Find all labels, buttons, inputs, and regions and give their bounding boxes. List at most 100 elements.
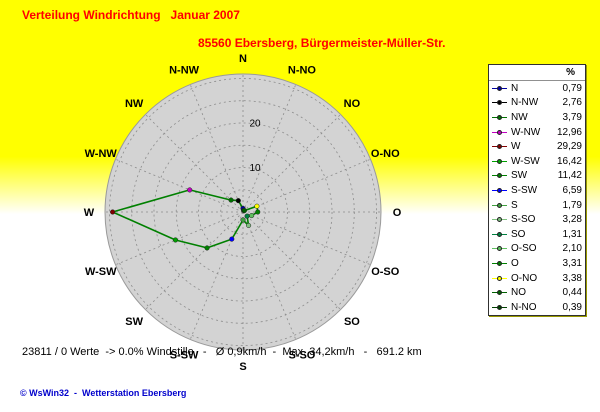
legend-value: 12,96 [556, 126, 582, 138]
legend-marker-icon [492, 201, 509, 209]
legend-marker-icon [492, 289, 509, 297]
legend-label: O-NO [511, 272, 538, 284]
legend-marker-icon [492, 84, 509, 92]
legend-value: 2,10 [562, 243, 582, 255]
direction-label: O-NO [371, 148, 400, 160]
legend-row: O-NO 3,38 [489, 271, 585, 286]
ring-label: 20 [249, 118, 261, 129]
legend-row: W-SW 16,42 [489, 154, 585, 169]
legend-marker-icon [492, 99, 509, 107]
vertex-dot [244, 213, 250, 219]
legend-value: 29,29 [556, 141, 582, 153]
wind-rose-chart: 10 20 N N-NO NO O-NO O O-SO SO S-SO S S-SW SW W-SW W W-… [84, 53, 402, 370]
legend-marker-icon [492, 186, 509, 194]
grid-ring [198, 167, 288, 257]
legend-row: W 29,29 [489, 139, 585, 154]
legend-row: N 0,79 [489, 81, 585, 96]
legend-marker-icon [492, 230, 509, 238]
direction-label: SW [125, 316, 143, 328]
legend-label: N-NO [511, 301, 537, 313]
legend-value: 0,79 [562, 82, 582, 94]
legend-row: N-NO 0,39 [489, 300, 585, 315]
legend-header: % [489, 65, 585, 81]
legend-value: 0,44 [562, 287, 582, 299]
legend-row: W-NW 12,96 [489, 125, 585, 140]
vertex-dot [246, 222, 252, 229]
grid-ring [153, 122, 333, 302]
legend-value: 16,42 [556, 155, 582, 167]
legend-value: 3,28 [562, 214, 582, 226]
legend-marker-icon [492, 143, 509, 151]
vertex-dot [240, 217, 246, 223]
legend-marker-icon [492, 128, 509, 136]
vertex-dot [229, 236, 235, 242]
legend-label: W-NW [511, 126, 541, 138]
legend-value: 3,38 [562, 272, 582, 284]
vertex-dot [172, 237, 179, 243]
legend-value: 0,39 [562, 301, 582, 313]
grid-spoke [115, 158, 244, 213]
legend-label: O [511, 257, 519, 269]
direction-label: N-NW [169, 65, 200, 77]
legend-value: 6,59 [562, 184, 582, 196]
legend-row: N-NW 2,76 [489, 96, 585, 111]
legend-label: NO [511, 287, 526, 299]
legend-label: S-SW [511, 184, 538, 196]
status-line: 23811 / 0 Werte -> 0.0% Windstille - Ø 0… [22, 346, 422, 358]
legend-marker-icon [492, 157, 509, 165]
direction-label: W [84, 207, 95, 219]
grid-ring [109, 78, 377, 346]
direction-label: S-SW [170, 349, 199, 361]
vertex-dot [228, 197, 234, 203]
legend-label: O-SO [511, 243, 537, 255]
direction-label: W-NW [85, 148, 118, 160]
grid-ring [220, 189, 266, 235]
grid-spoke [242, 211, 341, 310]
direction-label: N-NO [288, 65, 317, 77]
legend-label: W-SW [511, 155, 540, 167]
grid-spoke [242, 84, 297, 213]
legend-marker-icon [492, 216, 509, 224]
grid-spoke [189, 84, 244, 213]
direction-label: W-SW [85, 266, 117, 278]
grid-spoke [145, 114, 244, 213]
direction-label: SO [344, 316, 360, 328]
chart-subtitle: 85560 Ebersberg, Bürgermeister-Müller-St… [198, 36, 446, 50]
legend-row: S 1,79 [489, 198, 585, 213]
legend-marker-icon [492, 259, 509, 267]
legend-label: N-NW [511, 97, 539, 109]
legend-label: NW [511, 111, 528, 123]
vertex-dot [254, 203, 260, 209]
direction-label: N [239, 53, 247, 65]
credit-line: © WsWin32 - Wetterstation Ebersberg [20, 388, 187, 398]
legend-row: S-SW 6,59 [489, 183, 585, 198]
legend-row: SO 1,31 [489, 227, 585, 242]
legend-row: SW 11,42 [489, 169, 585, 184]
legend-marker-icon [492, 113, 509, 121]
legend-rows: N 0,79 N-NW 2,76 NW 3,79 W-NW 12,96 W 29,29 W-SW 16… [489, 81, 585, 315]
direction-label: O [393, 207, 402, 219]
legend-value: 11,42 [557, 170, 582, 182]
legend-marker-icon [492, 303, 509, 311]
vertex-dot [187, 187, 193, 193]
legend-row: O 3,31 [489, 256, 585, 271]
legend-label: SW [511, 170, 528, 182]
legend-marker-icon [492, 172, 509, 180]
grid-spoke [115, 211, 244, 266]
direction-label: O-SO [371, 266, 400, 278]
legend-value: 1,31 [562, 228, 582, 240]
grid-spoke [242, 114, 341, 213]
legend: % N 0,79 N-NW 2,76 NW 3,79 W-NW 12,96 W 29,29 W-SW… [488, 64, 586, 316]
chart-title: Verteilung Windrichtung Januar 2007 [22, 8, 240, 22]
vertex-dot [241, 208, 247, 214]
legend-value: 3,31 [562, 257, 582, 269]
legend-value: 1,79 [562, 199, 582, 211]
direction-label: S [239, 361, 246, 370]
legend-label: S-SO [511, 214, 536, 226]
legend-label: N [511, 82, 519, 94]
vertex-dot [204, 245, 210, 251]
vertex-dot [235, 198, 241, 204]
legend-marker-icon [492, 245, 509, 253]
legend-label: SO [511, 228, 526, 240]
legend-marker-icon [492, 274, 509, 282]
